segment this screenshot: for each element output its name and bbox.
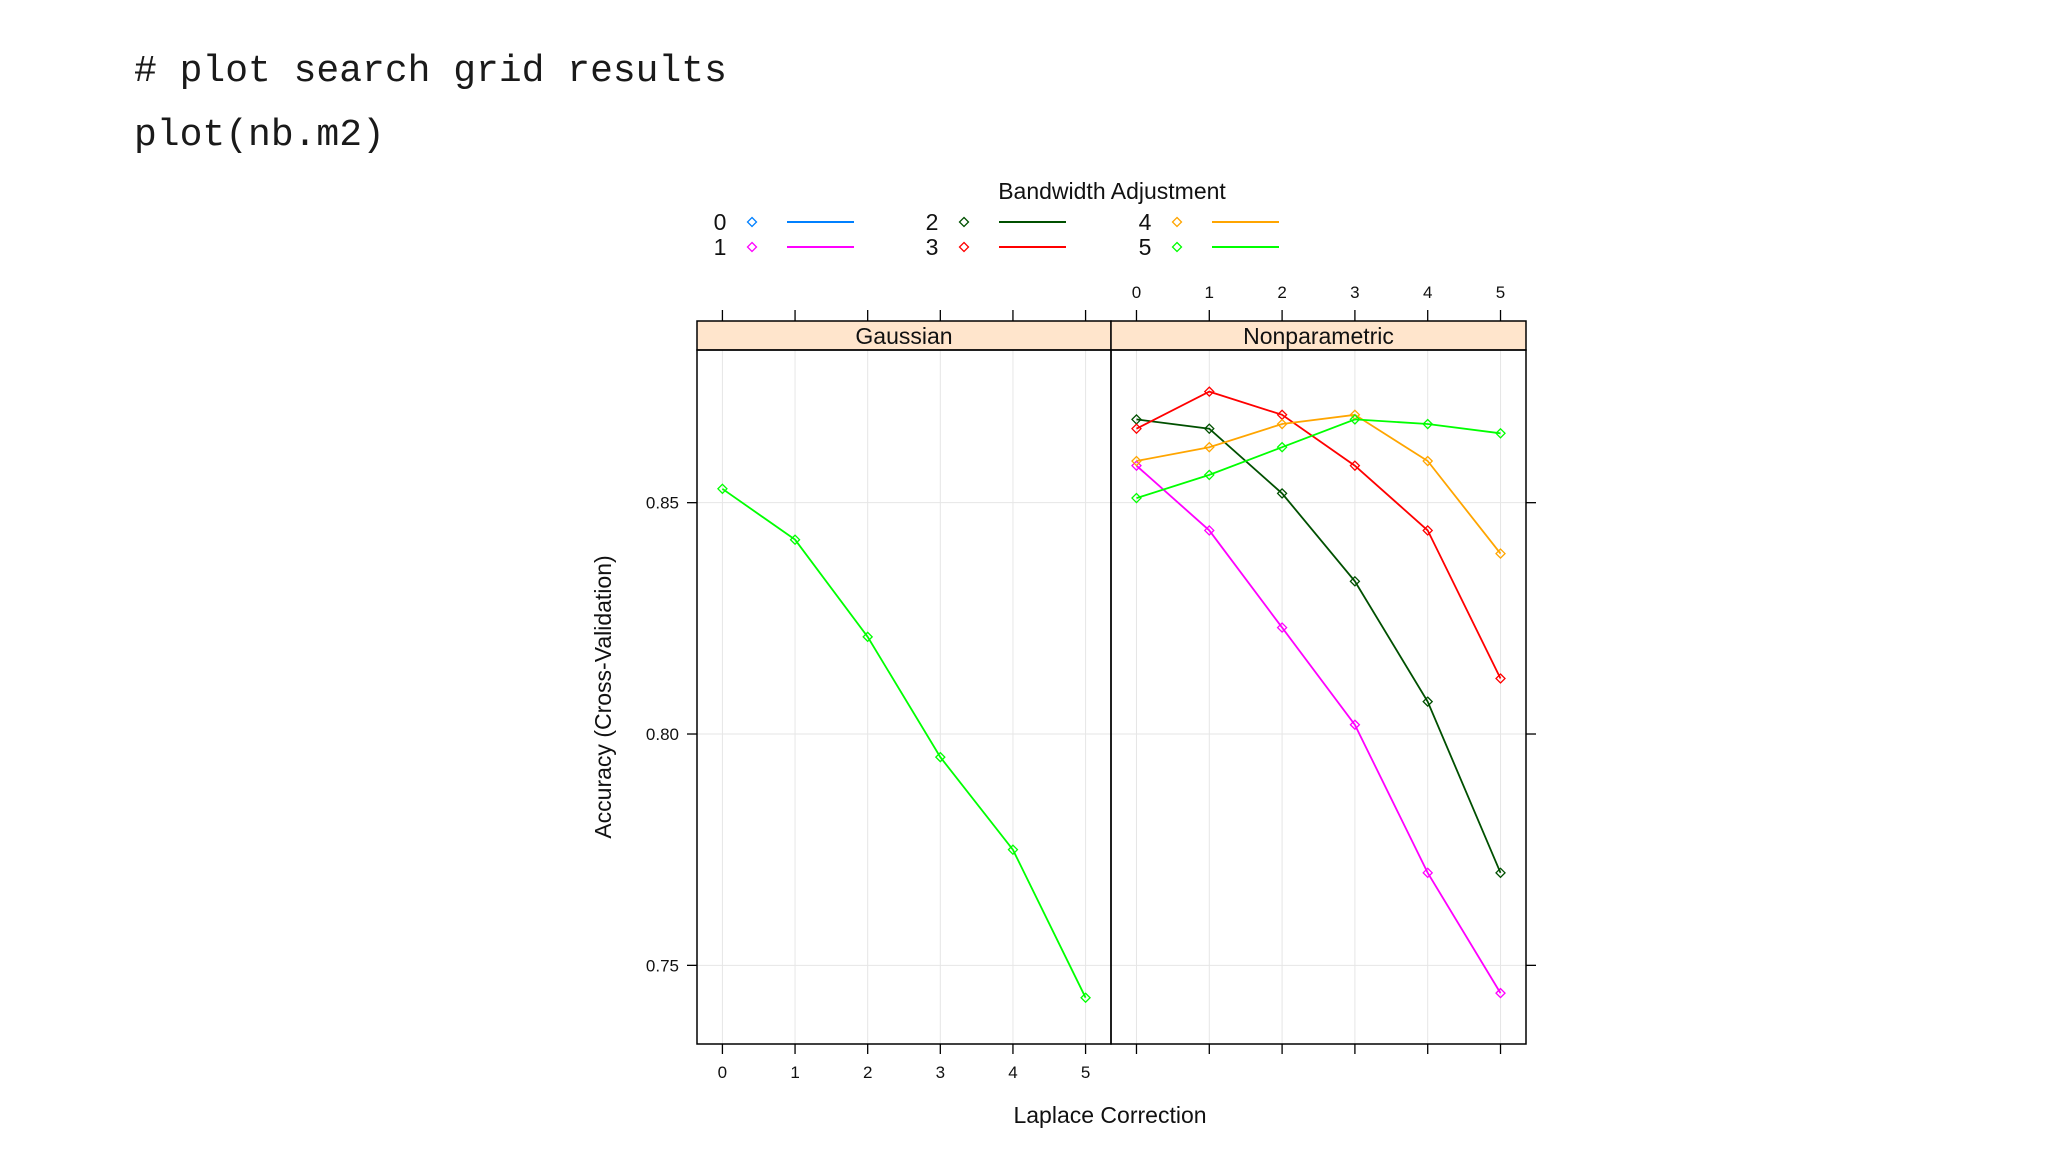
data-point: [1495, 987, 1506, 999]
panel-strip-label: Gaussian: [855, 323, 952, 349]
data-point: [1495, 548, 1506, 559]
legend-marker: [1171, 216, 1183, 228]
data-point: [1131, 423, 1142, 435]
data-point: [1203, 423, 1215, 435]
legend-label: 4: [1139, 209, 1152, 235]
panel-strip: [1110, 320, 1527, 351]
series-line-2: [1136, 418, 1502, 874]
legend-label: 1: [714, 234, 727, 260]
data-point: [1276, 418, 1288, 430]
data-point: [1203, 386, 1215, 398]
y-tick-label: 0.80: [646, 725, 679, 744]
data-point: [934, 751, 946, 763]
data-point: [1495, 673, 1506, 684]
data-point: [1422, 867, 1434, 879]
x-tick-label: 3: [936, 1063, 945, 1082]
data-point: [1131, 492, 1142, 504]
data-point: [1422, 696, 1434, 708]
data-point: [1422, 418, 1434, 430]
x-tick-label-top: 4: [1423, 283, 1432, 302]
x-tick-label: 4: [1008, 1063, 1017, 1082]
data-point: [717, 483, 728, 495]
legend-label: 3: [926, 234, 939, 260]
x-tick-label-top: 1: [1205, 283, 1214, 302]
data-point: [1422, 525, 1434, 536]
data-point: [1276, 488, 1288, 499]
x-tick-label: 1: [790, 1063, 799, 1082]
legend-title: Bandwidth Adjustment: [998, 178, 1226, 204]
data-point: [1349, 719, 1361, 731]
legend-marker: [958, 241, 970, 253]
data-point: [1349, 575, 1361, 587]
data-point: [1495, 867, 1506, 879]
data-point: [1007, 844, 1019, 856]
data-point: [1495, 427, 1506, 439]
panel-border: [1110, 349, 1527, 1045]
data-point: [1131, 455, 1142, 467]
x-tick-label: 5: [1081, 1063, 1090, 1082]
x-tick-label-top: 3: [1350, 283, 1359, 302]
x-tick-label-top: 2: [1277, 283, 1286, 302]
series-line-3: [1136, 390, 1502, 679]
x-tick-label-top: 5: [1496, 283, 1505, 302]
data-point: [1349, 460, 1361, 472]
data-point: [1080, 992, 1091, 1004]
series-line-5: [1136, 418, 1501, 499]
data-point: [789, 534, 801, 546]
y-axis-title: Accuracy (Cross-Validation): [590, 555, 616, 838]
legend-marker: [958, 216, 970, 228]
y-tick-label: 0.85: [646, 494, 679, 513]
x-axis-title: Laplace Correction: [1013, 1102, 1206, 1128]
x-tick-label: 0: [718, 1063, 727, 1082]
legend-marker: [746, 216, 758, 228]
series-line-5: [721, 488, 1087, 999]
legend-marker: [1171, 241, 1183, 253]
legend-label: 2: [926, 209, 939, 235]
data-point: [1422, 455, 1434, 467]
code-plot-command: plot(nb.m2): [134, 114, 385, 157]
data-point: [1349, 413, 1361, 425]
series-line-4: [1136, 413, 1502, 555]
legend-marker: [746, 241, 758, 253]
code-comment-line: # plot search grid results: [134, 50, 727, 93]
series-line-1: [1135, 465, 1502, 994]
x-tick-label-top: 0: [1132, 283, 1141, 302]
data-point: [1276, 622, 1288, 634]
panel-strip-label: Nonparametric: [1243, 323, 1394, 349]
data-point: [1203, 525, 1215, 536]
data-point: [1276, 441, 1288, 453]
x-tick-label: 2: [863, 1063, 872, 1082]
legend-label: 0: [714, 209, 727, 235]
data-point: [862, 631, 874, 643]
data-point: [1203, 469, 1215, 481]
data-point: [1203, 441, 1215, 453]
data-point: [1131, 460, 1142, 472]
legend-label: 5: [1139, 234, 1152, 260]
y-tick-label: 0.75: [646, 956, 679, 975]
